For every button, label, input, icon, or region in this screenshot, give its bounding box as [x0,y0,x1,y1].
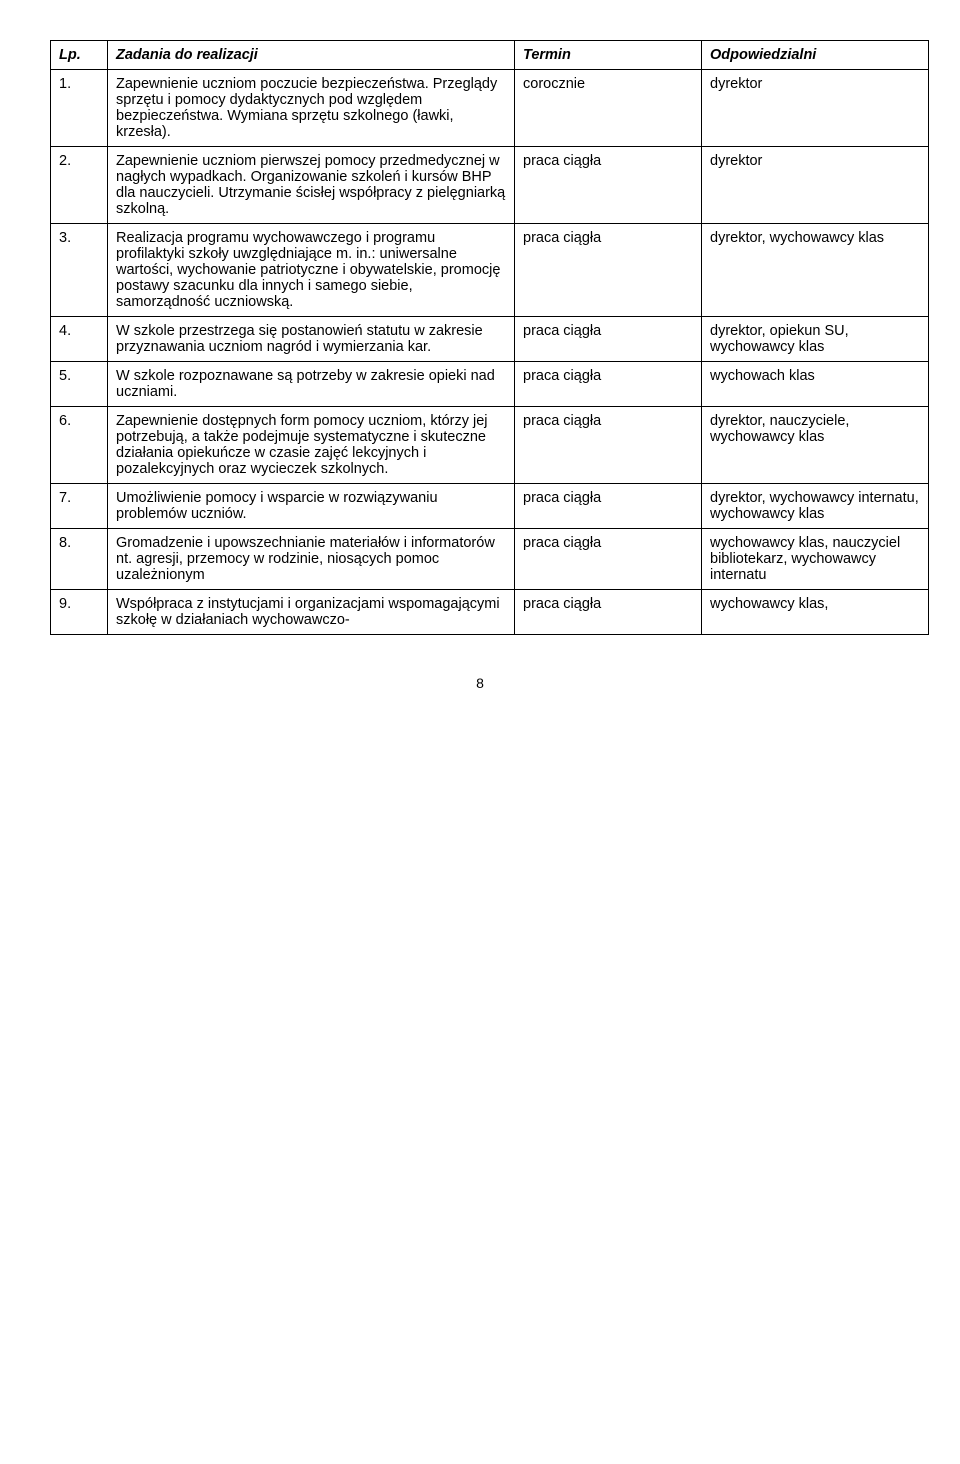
cell-term: praca ciągła [515,590,702,635]
header-task: Zadania do realizacji [108,41,515,70]
cell-task: W szkole rozpoznawane są potrzeby w zakr… [108,362,515,407]
cell-lp: 1. [51,70,108,147]
table-row: 2. Zapewnienie uczniom pierwszej pomocy … [51,147,929,224]
cell-task: Zapewnienie uczniom pierwszej pomocy prz… [108,147,515,224]
cell-lp: 3. [51,224,108,317]
table-row: 5. W szkole rozpoznawane są potrzeby w z… [51,362,929,407]
cell-term: praca ciągła [515,407,702,484]
cell-term: praca ciągła [515,147,702,224]
cell-lp: 2. [51,147,108,224]
table-row: 4. W szkole przestrzega się postanowień … [51,317,929,362]
cell-resp: wychowawcy klas, [702,590,929,635]
cell-lp: 9. [51,590,108,635]
cell-term: praca ciągła [515,484,702,529]
cell-task: W szkole przestrzega się postanowień sta… [108,317,515,362]
cell-term: praca ciągła [515,362,702,407]
cell-lp: 6. [51,407,108,484]
table-row: 8. Gromadzenie i upowszechnianie materia… [51,529,929,590]
cell-lp: 5. [51,362,108,407]
cell-resp: dyrektor, nauczyciele, wychowawcy klas [702,407,929,484]
cell-task: Współpraca z instytucjami i organizacjam… [108,590,515,635]
tasks-table: Lp. Zadania do realizacji Termin Odpowie… [50,40,929,635]
cell-resp: dyrektor [702,70,929,147]
cell-resp: wychowach klas [702,362,929,407]
cell-lp: 8. [51,529,108,590]
cell-task: Zapewnienie dostępnych form pomocy uczni… [108,407,515,484]
header-resp: Odpowiedzialni [702,41,929,70]
table-row: 3. Realizacja programu wychowawczego i p… [51,224,929,317]
cell-task: Umożliwienie pomocy i wsparcie w rozwiąz… [108,484,515,529]
cell-resp: dyrektor [702,147,929,224]
table-row: 9. Współpraca z instytucjami i organizac… [51,590,929,635]
page-number: 8 [50,675,910,691]
cell-task: Zapewnienie uczniom poczucie bezpieczeńs… [108,70,515,147]
cell-resp: dyrektor, wychowawcy klas [702,224,929,317]
cell-resp: wychowawcy klas, nauczyciel bibliotekarz… [702,529,929,590]
cell-term: praca ciągła [515,224,702,317]
cell-term: corocznie [515,70,702,147]
table-row: 7. Umożliwienie pomocy i wsparcie w rozw… [51,484,929,529]
cell-task: Gromadzenie i upowszechnianie materiałów… [108,529,515,590]
cell-resp: dyrektor, wychowawcy internatu, wychowaw… [702,484,929,529]
cell-term: praca ciągła [515,317,702,362]
cell-term: praca ciągła [515,529,702,590]
cell-resp: dyrektor, opiekun SU, wychowawcy klas [702,317,929,362]
table-row: 6. Zapewnienie dostępnych form pomocy uc… [51,407,929,484]
cell-lp: 4. [51,317,108,362]
header-term: Termin [515,41,702,70]
table-header-row: Lp. Zadania do realizacji Termin Odpowie… [51,41,929,70]
table-row: 1. Zapewnienie uczniom poczucie bezpiecz… [51,70,929,147]
cell-task: Realizacja programu wychowawczego i prog… [108,224,515,317]
cell-lp: 7. [51,484,108,529]
header-lp: Lp. [51,41,108,70]
